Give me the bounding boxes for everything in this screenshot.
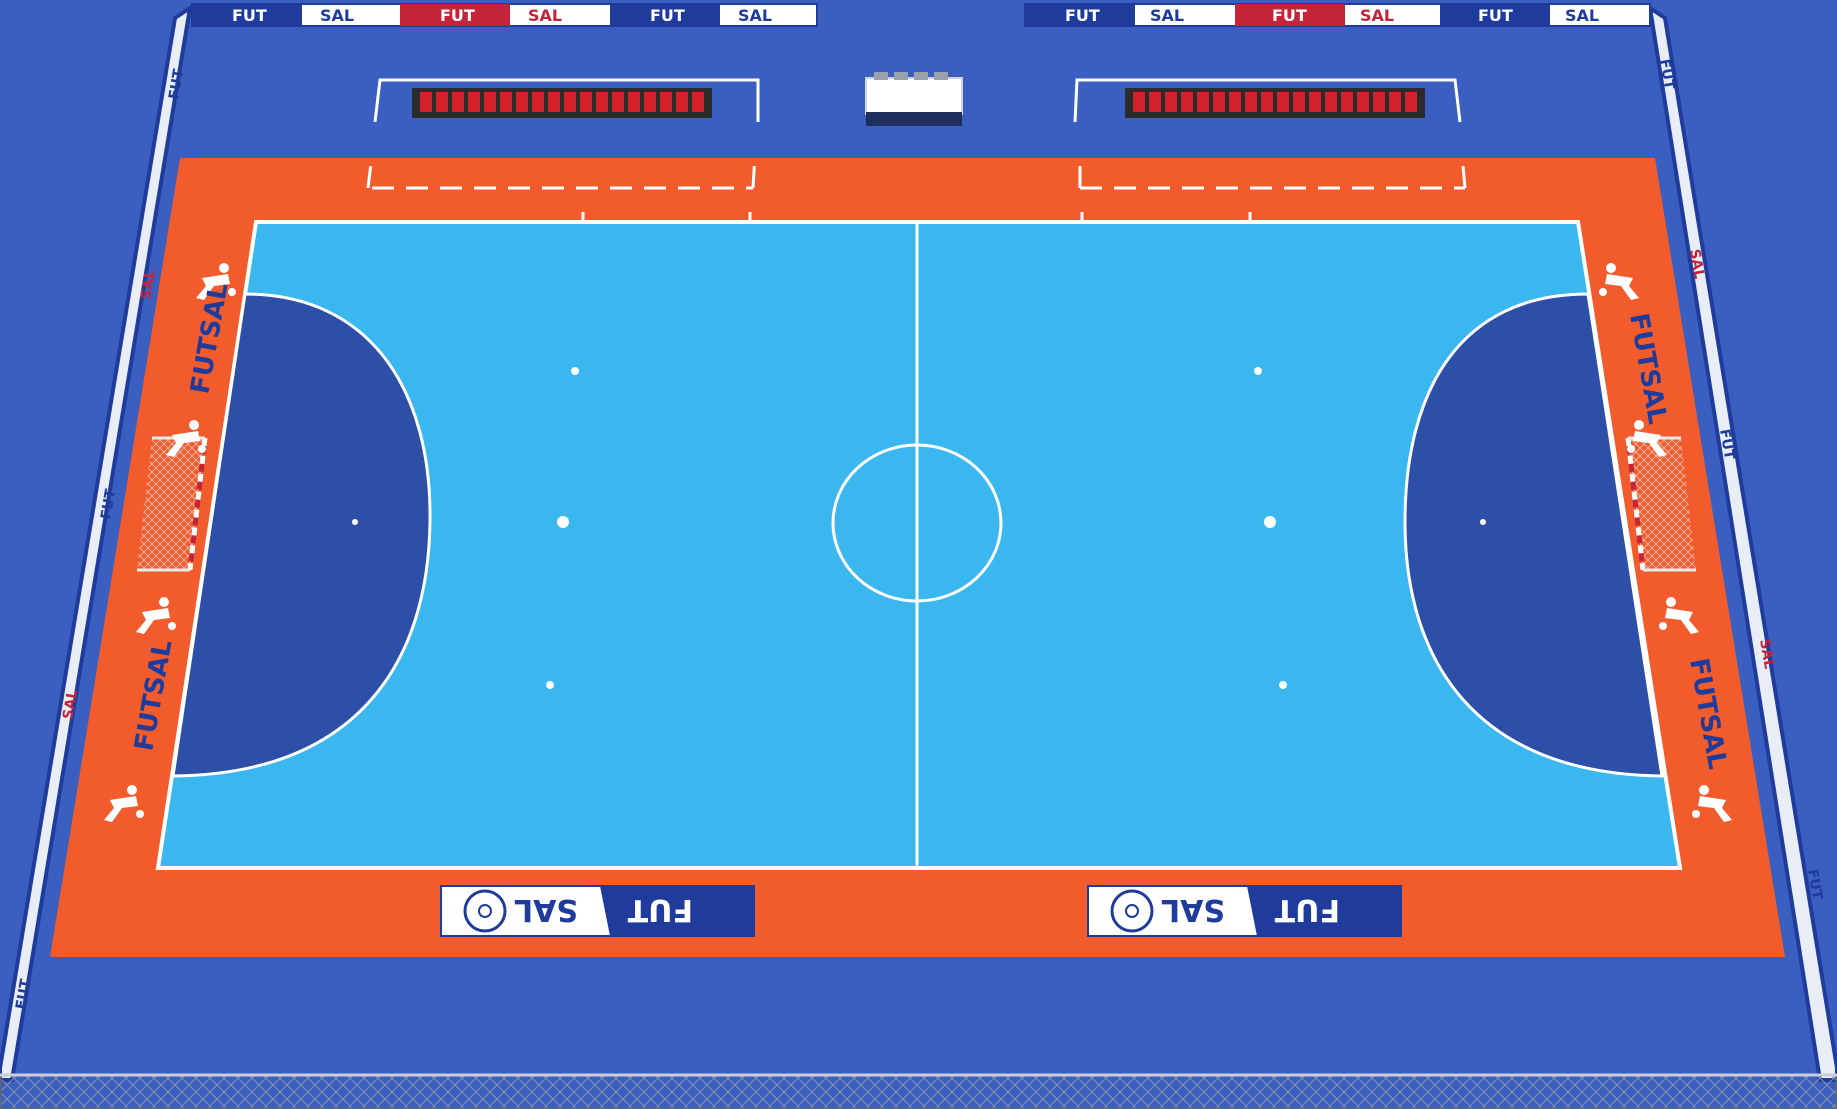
substitution-zones — [366, 154, 1467, 232]
banner-top-right: FUT SAL FUT SAL FUT SAL — [1024, 3, 1651, 27]
football-icon — [1110, 889, 1154, 933]
court-marks — [352, 367, 1486, 689]
banner-text: FUT — [440, 6, 475, 25]
bench-area-left — [373, 78, 760, 123]
bottom-sign-right: SAL FUT — [1087, 885, 1402, 937]
svg-text:FUT: FUT — [166, 67, 187, 100]
banner-text: FUT — [650, 6, 685, 25]
banner-text: SAL — [1360, 6, 1394, 25]
banner-text: FUT — [1478, 6, 1513, 25]
perimeter-right-board — [1647, 3, 1837, 1082]
penalty-area-right — [1403, 292, 1664, 778]
perimeter-left-board — [0, 3, 193, 1082]
perimeter-bottom-fence — [0, 1073, 1837, 1109]
center-circle — [831, 443, 1003, 603]
banner-top-left: FUT SAL FUT SAL FUT SAL — [191, 3, 818, 27]
svg-text:SAL: SAL — [1686, 248, 1707, 280]
goal-right — [1625, 436, 1696, 572]
svg-text:FUT: FUT — [1656, 58, 1677, 91]
sign-text-sal: SAL — [514, 892, 578, 927]
player-silhouettes — [104, 263, 1732, 822]
banner-text: SAL — [738, 6, 772, 25]
football-icon — [463, 889, 507, 933]
svg-text:FUT: FUT — [1716, 428, 1737, 461]
sign-text-sal: SAL — [1161, 892, 1225, 927]
timekeeper-table — [865, 72, 963, 126]
svg-text:SAL: SAL — [138, 268, 159, 300]
svg-text:FUT: FUT — [98, 487, 119, 520]
svg-text:FUT: FUT — [13, 977, 34, 1010]
bench-area-right — [1073, 78, 1462, 123]
sign-text-fut: FUT — [627, 892, 693, 927]
perimeter-board-lettering: FUT SAL FUT SAL FUT FUT SAL FUT SAL FUT — [13, 58, 1825, 1011]
bottom-sign-left: SAL FUT — [440, 885, 755, 937]
svg-text:SAL: SAL — [1756, 638, 1777, 670]
banner-text: FUT — [232, 6, 267, 25]
svg-text:FUT: FUT — [1804, 868, 1825, 901]
goal-left — [137, 436, 208, 572]
penalty-area-left — [171, 292, 432, 778]
banner-text: SAL — [1150, 6, 1184, 25]
svg-text:SAL: SAL — [60, 688, 81, 720]
banner-text: SAL — [1565, 6, 1599, 25]
banner-text: FUT — [1272, 6, 1307, 25]
sign-text-fut: FUT — [1274, 892, 1340, 927]
banner-text: SAL — [528, 6, 562, 25]
banner-text: FUT — [1065, 6, 1100, 25]
banner-text: SAL — [320, 6, 354, 25]
